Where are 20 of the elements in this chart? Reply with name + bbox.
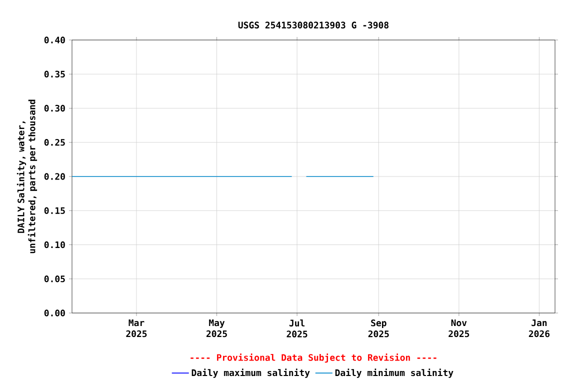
y-tick-label: 0.20: [44, 173, 65, 180]
y-tick-label: 0.15: [44, 207, 65, 214]
chart-title: USGS 254153080213903 G -3908: [238, 22, 388, 28]
legend-label: Daily maximum salinity: [192, 368, 310, 378]
text: ---- Provisional Data Subject to Revision ----: [190, 353, 436, 363]
x-tick-label: Jul 2025: [286, 320, 308, 338]
y-tick-label: 0.05: [44, 275, 65, 282]
x-tick-label: May 2025: [206, 320, 227, 338]
y-tick-label: 0.30: [44, 104, 65, 112]
y-axis-title: DAILY Salinity, water, unfiltered, parts per thousand: [16, 100, 38, 254]
y-tick-label: 0.10: [44, 241, 65, 248]
x-tick-label: Jan 2026: [528, 320, 550, 338]
y-tick-label: 0.00: [44, 310, 65, 316]
y-tick-label: 0.35: [44, 70, 65, 78]
x-tick-label: Sep 2025: [368, 320, 389, 338]
x-tick-label: Nov 2025: [448, 320, 470, 338]
y-tick-label: 0.40: [44, 36, 65, 44]
y-tick-label: 0.25: [44, 138, 65, 146]
legend-label: Daily minimum salinity: [335, 368, 454, 378]
x-tick-label: Mar 2025: [126, 320, 147, 338]
